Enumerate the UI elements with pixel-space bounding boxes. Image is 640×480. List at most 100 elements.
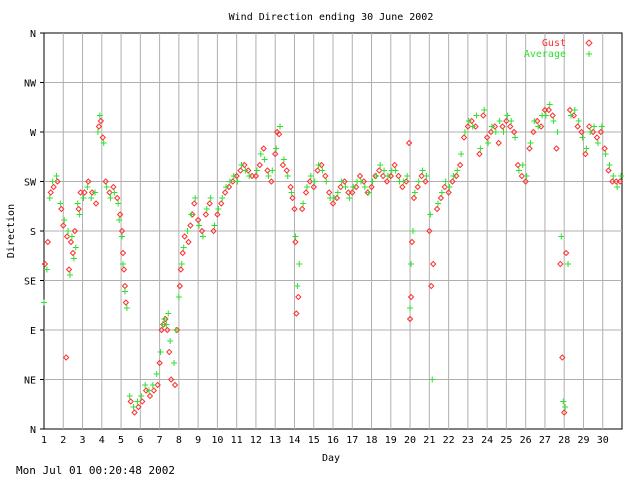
gust-point	[47, 189, 54, 196]
y-axis-ticks: N NE E SE S SW W NW N	[24, 29, 44, 436]
gust-point	[289, 194, 296, 202]
gust-point	[391, 161, 398, 169]
gust-point	[75, 205, 82, 213]
x-tick-label: 13	[269, 435, 281, 446]
average-point	[115, 200, 122, 207]
gust-point	[464, 123, 472, 130]
gust-point	[562, 249, 570, 257]
average-point	[560, 398, 567, 405]
gust-point	[85, 178, 92, 185]
y-tick-label: N	[30, 29, 36, 40]
average-point	[196, 222, 203, 229]
gust-point	[589, 128, 597, 136]
gust-point	[472, 123, 479, 130]
average-point	[602, 151, 609, 157]
x-tick-label: 19	[385, 435, 397, 446]
average-point	[53, 173, 60, 179]
average-point	[346, 195, 353, 201]
gust-point	[218, 200, 225, 207]
gust-point	[510, 128, 518, 136]
gust-point	[206, 200, 213, 207]
gust-point	[164, 326, 171, 334]
average-point	[618, 173, 625, 179]
average-point	[265, 173, 272, 179]
average-point	[119, 233, 126, 240]
gust-point	[252, 172, 260, 180]
average-point	[180, 244, 187, 251]
gust-point	[63, 233, 71, 240]
average-point	[338, 178, 345, 185]
average-point	[558, 233, 565, 240]
average-point	[404, 173, 411, 179]
average-point	[149, 382, 156, 388]
gust-point	[291, 205, 298, 213]
gust-point	[166, 348, 173, 356]
average-point	[350, 184, 357, 190]
average-point	[211, 222, 218, 229]
average-point	[171, 360, 178, 366]
gust-point	[522, 178, 529, 185]
gust-point	[605, 167, 612, 174]
average-point	[500, 129, 507, 135]
gust-point	[44, 238, 52, 246]
gust-point	[142, 387, 150, 394]
gust-point	[71, 227, 79, 235]
average-point	[280, 156, 287, 163]
average-point	[400, 178, 407, 185]
gust-point	[418, 172, 425, 180]
average-point	[234, 178, 241, 185]
average-point	[446, 184, 453, 190]
x-tick-label: 21	[423, 435, 435, 446]
legend-average-marker	[586, 51, 592, 57]
gust-point	[146, 392, 154, 400]
average-point	[123, 305, 130, 311]
gust-point	[65, 266, 73, 273]
average-point	[330, 195, 337, 201]
gust-point	[597, 128, 605, 136]
gust-point	[50, 183, 57, 191]
average-point	[300, 200, 307, 207]
average-point	[294, 283, 301, 289]
gust-point	[553, 145, 560, 152]
gust-point	[160, 321, 167, 328]
gust-point	[110, 183, 117, 191]
gust-point	[181, 233, 188, 240]
gust-point	[337, 183, 344, 191]
y-axis-label: Direction	[6, 204, 17, 258]
average-point	[365, 189, 372, 196]
average-point	[315, 162, 322, 168]
average-point	[65, 228, 72, 234]
x-tick-label: 2	[60, 435, 66, 446]
average-point	[409, 228, 416, 234]
average-point	[535, 123, 542, 130]
gust-point	[593, 134, 601, 141]
average-point	[76, 211, 83, 218]
average-point	[408, 261, 415, 267]
gust-point	[514, 161, 522, 169]
gust-point	[229, 178, 237, 185]
gust-point	[58, 205, 65, 213]
gust-point	[408, 238, 416, 246]
average-point	[334, 189, 341, 196]
gust-point	[306, 178, 314, 185]
gust-point	[260, 145, 267, 152]
x-axis-label: Day	[322, 453, 340, 464]
average-point	[103, 184, 110, 190]
gust-point	[210, 227, 217, 235]
gust-point	[578, 128, 585, 136]
average-point	[146, 387, 153, 394]
average-point	[357, 178, 364, 185]
average-point	[215, 206, 222, 212]
gust-point	[483, 134, 491, 141]
x-tick-label: 4	[99, 435, 105, 446]
average-point	[450, 173, 457, 179]
gust-point	[54, 178, 61, 185]
gust-point	[570, 112, 578, 119]
gust-point	[566, 106, 574, 114]
gust-point	[292, 238, 299, 246]
gust-point	[405, 139, 413, 147]
gust-point	[167, 376, 175, 383]
gust-point	[586, 123, 593, 130]
y-tick-label: NE	[24, 376, 36, 387]
